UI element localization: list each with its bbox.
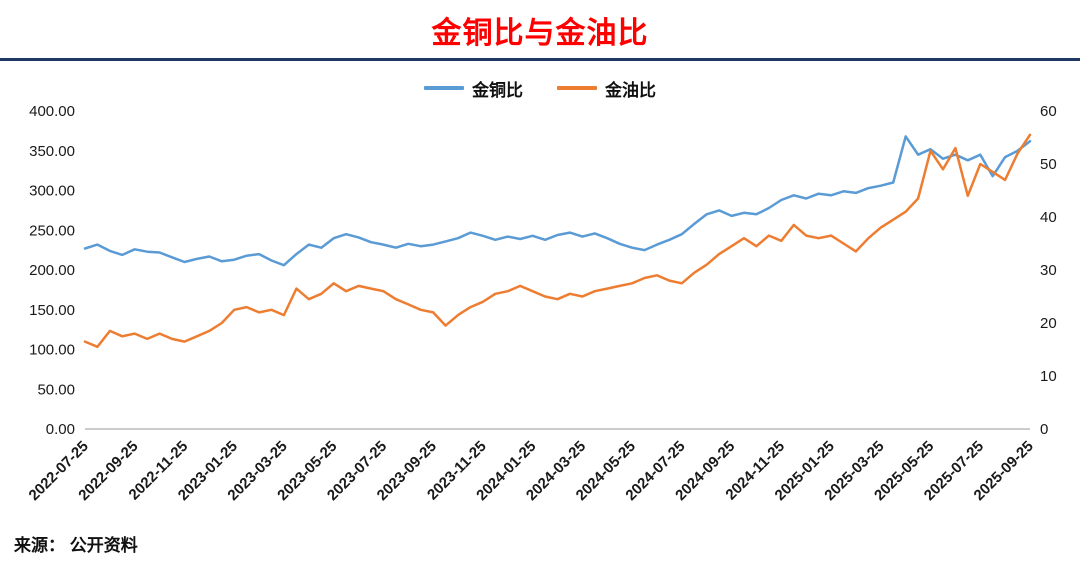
axis-tick-label: 0.00: [46, 421, 75, 438]
axis-tick-label: 0: [1040, 421, 1048, 438]
chart-title: 金铜比与金油比: [431, 17, 649, 50]
legend-item-gold-oil: 金油比: [557, 76, 656, 101]
axis-tick-label: 30: [1040, 262, 1057, 279]
series-line-金油比: [83, 133, 1032, 349]
title-divider: [0, 58, 1080, 61]
axis-tick-label: 150.00: [29, 302, 75, 319]
line-chart-canvas: 400.00350.00300.00250.00200.00150.00100.…: [26, 103, 1057, 504]
source-note: 来源： 公开资料: [14, 536, 138, 555]
gold-oil-line-swatch: [557, 86, 597, 90]
axis-tick-label: 20: [1040, 315, 1057, 332]
axis-tick-label: 50: [1040, 156, 1057, 173]
axis-tick-label: 400.00: [29, 103, 75, 120]
series-line-金铜比: [83, 135, 1032, 267]
legend-item-gold-copper: 金铜比: [424, 76, 523, 101]
legend-label-gold-oil: 金油比: [605, 80, 656, 100]
axis-tick-label: 300.00: [29, 183, 75, 200]
axis-tick-label: 50.00: [37, 381, 75, 398]
gold-copper-line-swatch: [424, 86, 464, 90]
axis-tick-label: 60: [1040, 103, 1057, 120]
chart-legend: 金铜比 金油比: [0, 76, 1080, 101]
legend-label-gold-copper: 金铜比: [472, 80, 523, 100]
axis-tick-label: 40: [1040, 209, 1057, 226]
axis-tick-label: 100.00: [29, 342, 75, 359]
axis-tick-label: 200.00: [29, 262, 75, 279]
axis-tick-label: 350.00: [29, 143, 75, 160]
axis-tick-label: 250.00: [29, 222, 75, 239]
axis-tick-label: 10: [1040, 368, 1057, 385]
